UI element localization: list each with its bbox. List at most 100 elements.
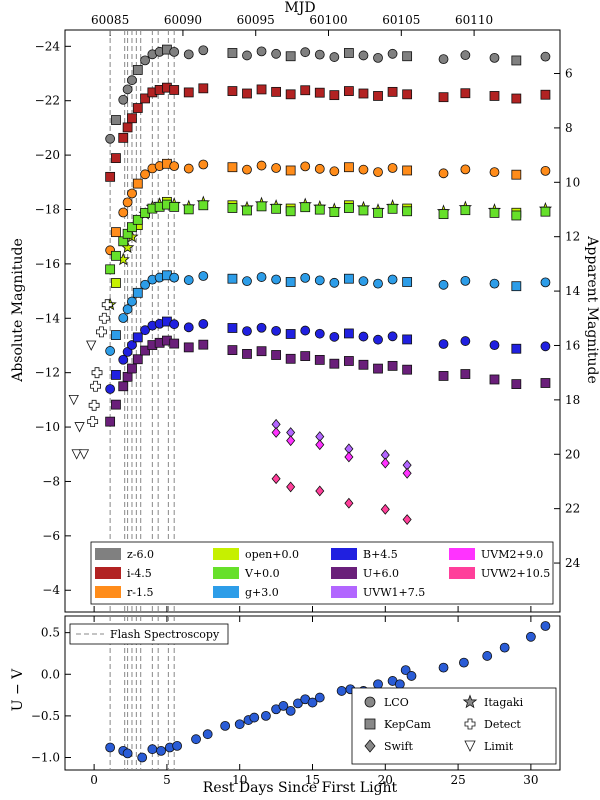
light-curve-point [438, 371, 449, 381]
marker-legend-label: KepCam [384, 718, 431, 731]
color-curve-point [525, 631, 536, 642]
light-curve-point [122, 197, 133, 208]
light-curve-point [285, 277, 296, 287]
light-curve-point [314, 163, 325, 174]
light-curve-point [460, 369, 471, 379]
color-curve-point [147, 744, 158, 755]
light-curve-point [285, 89, 296, 100]
light-curve-point [122, 347, 133, 357]
light-curve-point [105, 133, 116, 144]
light-curve-point [271, 350, 282, 360]
light-curve-point [127, 113, 137, 124]
light-curve-point [511, 55, 522, 66]
marker-legend-symbol [464, 718, 476, 730]
light-curve-point [169, 319, 180, 330]
light-curve-point [127, 222, 137, 233]
light-curve-point [438, 209, 449, 220]
light-curve-point [387, 48, 398, 59]
light-curve-point [105, 346, 116, 356]
uv-point [380, 503, 390, 515]
light-curve-point [540, 378, 551, 388]
marker-legend-symbol [464, 740, 476, 752]
light-curve-point [183, 322, 194, 333]
detect-point [90, 380, 101, 392]
light-curve-point [300, 161, 311, 172]
light-curve-point [105, 264, 116, 275]
light-curve-point [329, 277, 340, 288]
flash-legend-label: Flash Spectroscopy [110, 628, 220, 641]
light-curve-point [271, 163, 282, 173]
light-curve-point [402, 364, 413, 375]
x-tick-label: 15 [305, 773, 320, 787]
color-curve-point [234, 719, 245, 730]
marker-legend-symbol [364, 739, 376, 753]
app-mag-tick-label: 22 [565, 502, 580, 516]
light-curve-point [242, 276, 252, 287]
light-curve-point [300, 351, 311, 361]
color-tick-label: −1.0 [31, 751, 60, 765]
light-curve-point [402, 165, 413, 176]
uv-point [286, 435, 296, 447]
light-curve-point [373, 91, 383, 101]
color-axis-title: U − V [10, 668, 26, 711]
light-curve-point [489, 340, 500, 351]
light-curve-point [111, 370, 121, 380]
abs-mag-axis-title: Absolute Magnitude [10, 238, 26, 383]
light-curve-point [118, 313, 129, 323]
light-curve-point [460, 275, 471, 286]
light-curve-point [227, 273, 238, 284]
uv-point [344, 451, 354, 463]
light-curve-point [402, 277, 413, 287]
color-curve-point [122, 748, 133, 759]
color-curve-point [540, 621, 551, 631]
marker-legend-box [351, 687, 557, 765]
light-curve-point [183, 275, 194, 285]
app-mag-tick-label: 16 [565, 338, 580, 352]
light-curve-point [329, 207, 340, 217]
x-tick-label: 10 [232, 773, 247, 787]
light-curve-point [183, 87, 194, 98]
color-curve-point [438, 662, 449, 673]
light-curve-point [111, 115, 121, 125]
light-curve-point [358, 164, 369, 175]
color-curve-point [373, 679, 383, 690]
light-curve-point [111, 227, 121, 238]
light-curve-point [271, 48, 282, 59]
mjd-axis-title: MJD [284, 0, 315, 16]
legend-swatch [213, 567, 239, 579]
light-curve-point [373, 207, 383, 218]
light-curve-point [489, 207, 500, 218]
light-curve-point [227, 203, 238, 213]
flash-legend-box [69, 623, 229, 645]
light-curve-point [373, 52, 383, 63]
legend-swatch [95, 548, 121, 560]
light-curve-point [198, 200, 209, 211]
light-curve-point [198, 271, 209, 281]
color-curve-point [285, 705, 296, 716]
light-curve-point [314, 354, 325, 365]
light-curve-point [511, 210, 522, 221]
abs-mag-tick-label: −14 [35, 311, 61, 325]
light-curve-point [511, 343, 522, 354]
light-curve-point [169, 202, 180, 212]
light-curve-point [227, 323, 238, 333]
legend-label: z-6.0 [127, 548, 154, 561]
light-curve-point [511, 281, 522, 292]
light-curve-point [242, 88, 252, 99]
light-curve-point [118, 132, 129, 143]
legend-label: UVM2+9.0 [481, 548, 543, 561]
x-tick-label: 30 [523, 773, 538, 787]
light-curve-point [132, 287, 143, 298]
legend-label: V+0.0 [244, 567, 280, 580]
marker-legend-label: LCO [384, 696, 409, 709]
abs-mag-tick-label: −12 [35, 366, 60, 380]
light-curve-point [358, 88, 369, 99]
light-curve-point [132, 354, 143, 365]
legend-label: r-1.5 [127, 586, 153, 599]
light-curve-point [540, 206, 551, 217]
light-curve-point [169, 85, 180, 95]
light-curve-point [540, 341, 551, 352]
light-curve-point [489, 52, 500, 63]
color-curve-point [105, 742, 116, 753]
light-curve-point [387, 274, 398, 285]
